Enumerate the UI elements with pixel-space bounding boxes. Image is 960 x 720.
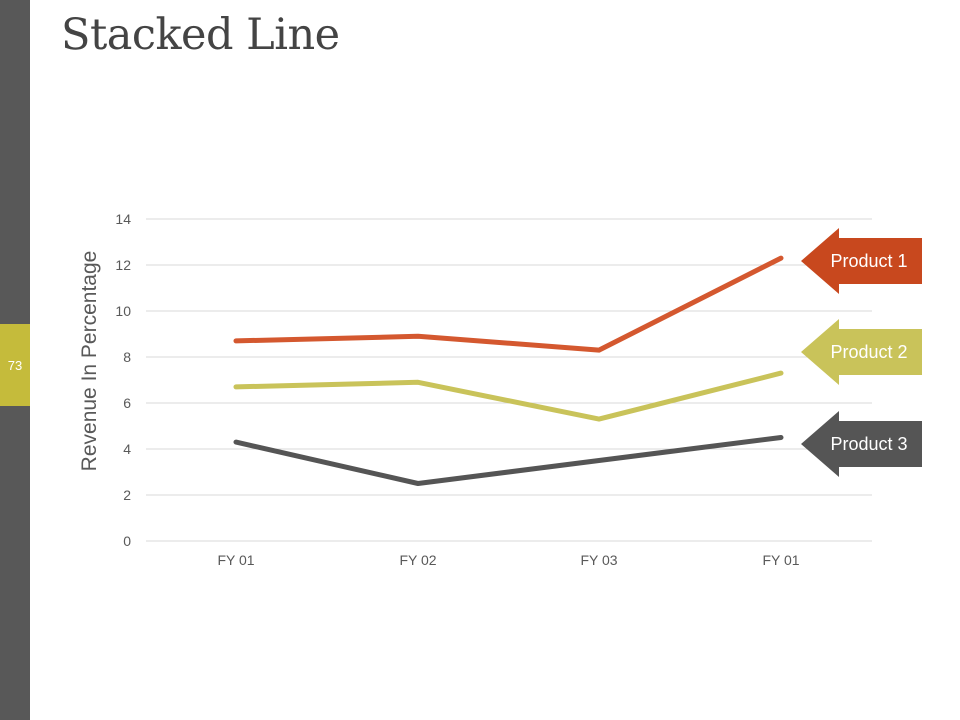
callout-arrow-shape [801, 319, 922, 385]
x-tick-label: FY 03 [580, 552, 617, 568]
page-number-badge: 73 [0, 324, 30, 406]
y-tick-label: 4 [123, 441, 131, 457]
y-axis-title: Revenue In Percentage [78, 251, 101, 472]
callout-arrow-shape [801, 228, 922, 294]
callout-arrow-shape [801, 411, 922, 477]
legend-callout-product-1: Product 1 [801, 228, 922, 294]
x-tick-label: FY 02 [399, 552, 436, 568]
slide-title: Stacked Line [61, 10, 340, 60]
series-lines [233, 255, 784, 486]
y-tick-label: 2 [123, 487, 131, 503]
series-line-product-3 [233, 435, 784, 486]
y-tick-label: 10 [115, 303, 131, 319]
legend-label: Product 1 [830, 251, 907, 271]
legend-label: Product 2 [830, 342, 907, 362]
x-axis-ticks: FY 01 FY 02 FY 03 FY 01 [217, 552, 799, 568]
legend-callouts: Product 1 Product 2 Product 3 [801, 228, 922, 477]
legend-callout-product-2: Product 2 [801, 319, 922, 385]
y-tick-label: 8 [123, 349, 131, 365]
x-tick-label: FY 01 [762, 552, 799, 568]
series-line-product-2 [233, 370, 784, 422]
x-tick-label: FY 01 [217, 552, 254, 568]
y-tick-label: 12 [115, 257, 131, 273]
y-tick-label: 14 [115, 211, 131, 227]
legend-label: Product 3 [830, 434, 907, 454]
legend-callout-product-3: Product 3 [801, 411, 922, 477]
series-line-product-1 [233, 255, 784, 353]
y-tick-label: 6 [123, 395, 131, 411]
y-tick-label: 0 [123, 533, 131, 549]
y-axis-ticks: 0 2 4 6 8 10 12 14 [115, 211, 131, 549]
